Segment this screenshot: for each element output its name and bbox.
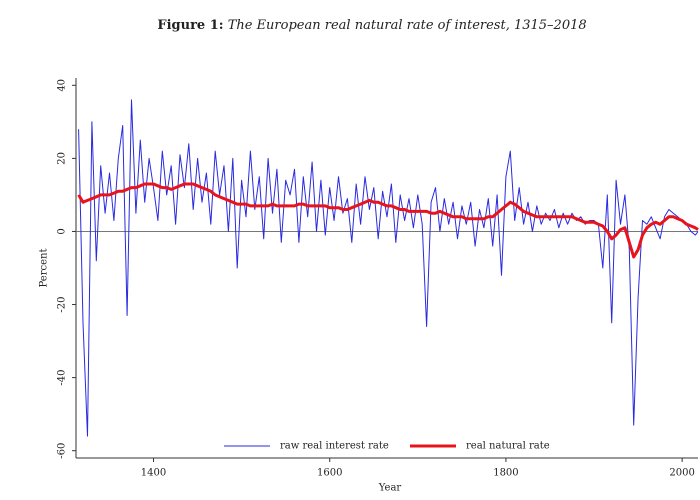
series-line	[78, 99, 699, 437]
x-tick-label: 2000	[669, 468, 694, 479]
y-tick-label: 0	[57, 228, 68, 234]
chart-title: Figure 1: The European real natural rate…	[157, 18, 586, 33]
y-tick-label: -40	[57, 370, 68, 386]
title-text: The European real natural rate of intere…	[228, 18, 587, 33]
y-tick-label: 20	[57, 152, 68, 165]
y-tick-label: 40	[57, 79, 68, 92]
y-tick-label: -20	[57, 296, 68, 312]
legend-label: raw real interest rate	[280, 441, 389, 452]
x-axis-label: Year	[378, 483, 402, 494]
y-tick-label: -60	[57, 443, 68, 459]
title-prefix: Figure 1:	[157, 18, 223, 33]
x-tick-label: 1600	[317, 468, 342, 479]
series-line	[77, 182, 699, 259]
y-axis-label: Percent	[39, 249, 50, 288]
legend-label: real natural rate	[466, 441, 550, 452]
x-tick-label: 1400	[141, 468, 166, 479]
x-tick-label: 1800	[493, 468, 518, 479]
